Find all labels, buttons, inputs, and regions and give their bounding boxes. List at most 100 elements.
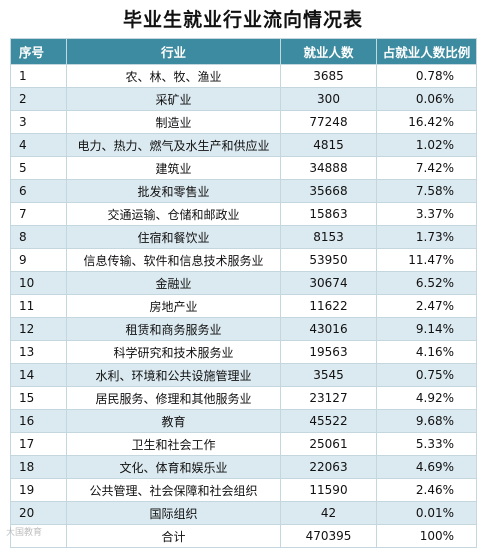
row-count: 30674	[280, 271, 377, 295]
table-row: 8 住宿和餐饮业 8153 1.73%	[10, 225, 477, 249]
header-ratio: 占就业人数比例	[376, 38, 477, 65]
table-row: 5 建筑业 34888 7.42%	[10, 156, 477, 180]
row-no: 8	[10, 225, 67, 249]
row-no: 7	[10, 202, 67, 226]
table-row: 20 国际组织 42 0.01%	[10, 501, 477, 525]
row-ratio: 7.42%	[376, 156, 477, 180]
row-industry: 制造业	[66, 110, 281, 134]
table-row: 2 采矿业 300 0.06%	[10, 87, 477, 111]
row-industry: 农、林、牧、渔业	[66, 64, 281, 88]
row-count: 4815	[280, 133, 377, 157]
table-row: 4 电力、热力、燃气及水生产和供应业 4815 1.02%	[10, 133, 477, 157]
row-count: 25061	[280, 432, 377, 456]
row-no: 14	[10, 363, 67, 387]
row-industry: 居民服务、修理和其他服务业	[66, 386, 281, 410]
row-count: 11590	[280, 478, 377, 502]
row-industry: 批发和零售业	[66, 179, 281, 203]
row-ratio: 9.68%	[376, 409, 477, 433]
row-ratio: 6.52%	[376, 271, 477, 295]
table-row: 17 卫生和社会工作 25061 5.33%	[10, 432, 477, 456]
row-ratio: 4.16%	[376, 340, 477, 364]
header-no: 序号	[10, 38, 67, 65]
table-body: 1 农、林、牧、渔业 3685 0.78% 2 采矿业 300 0.06% 3 制造业 77248 1…	[10, 64, 477, 525]
row-count: 35668	[280, 179, 377, 203]
row-industry: 水利、环境和公共设施管理业	[66, 363, 281, 387]
row-ratio: 0.06%	[376, 87, 477, 111]
row-industry: 建筑业	[66, 156, 281, 180]
employment-table: 序号 行业 就业人数 占就业人数比例 1 农、林、牧、渔业 3685 0.78% 2 采矿…	[10, 38, 477, 548]
row-no: 1	[10, 64, 67, 88]
row-ratio: 2.47%	[376, 294, 477, 318]
row-count: 23127	[280, 386, 377, 410]
row-no: 20	[10, 501, 67, 525]
row-industry: 电力、热力、燃气及水生产和供应业	[66, 133, 281, 157]
row-count: 3685	[280, 64, 377, 88]
row-industry: 公共管理、社会保障和社会组织	[66, 478, 281, 502]
row-no: 6	[10, 179, 67, 203]
table-row: 13 科学研究和技术服务业 19563 4.16%	[10, 340, 477, 364]
row-industry: 住宿和餐饮业	[66, 225, 281, 249]
row-count: 53950	[280, 248, 377, 272]
table-row: 9 信息传输、软件和信息技术服务业 53950 11.47%	[10, 248, 477, 272]
row-industry: 文化、体育和娱乐业	[66, 455, 281, 479]
total-row: 合计 470395 100%	[10, 524, 477, 548]
row-count: 3545	[280, 363, 377, 387]
row-industry: 教育	[66, 409, 281, 433]
row-no: 19	[10, 478, 67, 502]
row-no: 18	[10, 455, 67, 479]
row-count: 77248	[280, 110, 377, 134]
row-ratio: 16.42%	[376, 110, 477, 134]
row-count: 42	[280, 501, 377, 525]
row-no: 3	[10, 110, 67, 134]
row-industry: 科学研究和技术服务业	[66, 340, 281, 364]
table-row: 7 交通运输、仓储和邮政业 15863 3.37%	[10, 202, 477, 226]
watermark: 大国教育	[6, 528, 43, 538]
row-no: 5	[10, 156, 67, 180]
header-industry: 行业	[66, 38, 281, 65]
row-no: 12	[10, 317, 67, 341]
table-row: 15 居民服务、修理和其他服务业 23127 4.92%	[10, 386, 477, 410]
row-industry: 交通运输、仓储和邮政业	[66, 202, 281, 226]
total-count: 470395	[280, 524, 377, 548]
total-label: 合计	[66, 524, 281, 548]
row-no: 11	[10, 294, 67, 318]
row-industry: 房地产业	[66, 294, 281, 318]
total-ratio: 100%	[376, 524, 477, 548]
row-count: 15863	[280, 202, 377, 226]
row-industry: 租赁和商务服务业	[66, 317, 281, 341]
row-industry: 金融业	[66, 271, 281, 295]
row-count: 34888	[280, 156, 377, 180]
table-row: 11 房地产业 11622 2.47%	[10, 294, 477, 318]
row-no: 13	[10, 340, 67, 364]
row-ratio: 5.33%	[376, 432, 477, 456]
row-ratio: 9.14%	[376, 317, 477, 341]
row-count: 45522	[280, 409, 377, 433]
row-no: 16	[10, 409, 67, 433]
row-industry: 国际组织	[66, 501, 281, 525]
row-no: 4	[10, 133, 67, 157]
table-row: 10 金融业 30674 6.52%	[10, 271, 477, 295]
row-count: 19563	[280, 340, 377, 364]
table-row: 14 水利、环境和公共设施管理业 3545 0.75%	[10, 363, 477, 387]
row-industry: 信息传输、软件和信息技术服务业	[66, 248, 281, 272]
row-no: 9	[10, 248, 67, 272]
table-row: 3 制造业 77248 16.42%	[10, 110, 477, 134]
row-count: 22063	[280, 455, 377, 479]
row-count: 43016	[280, 317, 377, 341]
row-ratio: 1.02%	[376, 133, 477, 157]
row-ratio: 4.92%	[376, 386, 477, 410]
table-header-row: 序号 行业 就业人数 占就业人数比例	[10, 38, 477, 65]
table-row: 16 教育 45522 9.68%	[10, 409, 477, 433]
row-industry: 卫生和社会工作	[66, 432, 281, 456]
row-ratio: 0.01%	[376, 501, 477, 525]
row-no: 17	[10, 432, 67, 456]
row-ratio: 0.78%	[376, 64, 477, 88]
row-count: 11622	[280, 294, 377, 318]
row-no: 10	[10, 271, 67, 295]
table-row: 6 批发和零售业 35668 7.58%	[10, 179, 477, 203]
page-title: 毕业生就业行业流向情况表	[122, 9, 363, 31]
header-count: 就业人数	[280, 38, 377, 65]
row-count: 300	[280, 87, 377, 111]
row-ratio: 2.46%	[376, 478, 477, 502]
row-no: 15	[10, 386, 67, 410]
